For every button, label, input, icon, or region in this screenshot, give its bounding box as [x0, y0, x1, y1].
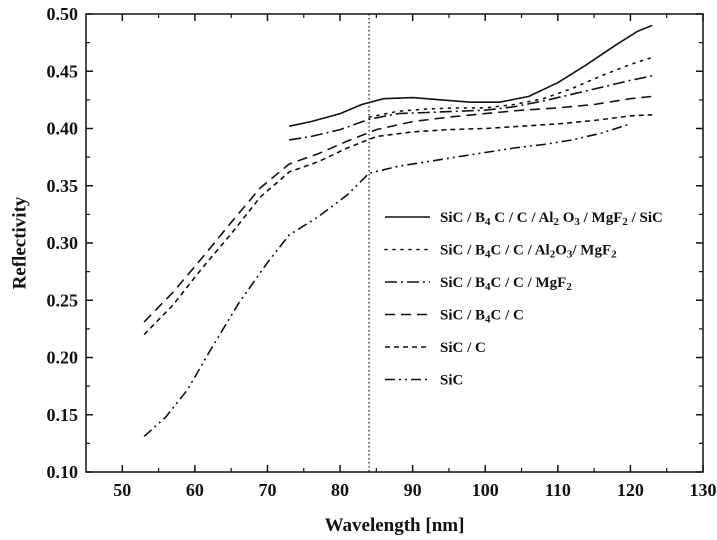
legend-label-4: SiC / B4C / C	[440, 308, 524, 326]
y-tick-label: 0.30	[47, 233, 79, 253]
y-tick-label: 0.10	[47, 462, 79, 482]
x-tick-label: 60	[186, 480, 204, 500]
x-tick-label: 120	[617, 480, 644, 500]
y-tick-label: 0.25	[47, 290, 79, 310]
y-tick-label: 0.20	[47, 348, 79, 368]
x-tick-label: 90	[404, 480, 422, 500]
x-tick-label: 100	[472, 480, 499, 500]
x-tick-label: 50	[113, 480, 131, 500]
y-tick-label: 0.45	[47, 61, 79, 81]
legend-label-5: SiC / C	[440, 340, 486, 356]
x-tick-label: 70	[258, 480, 276, 500]
y-tick-label: 0.50	[47, 4, 79, 24]
x-tick-label: 130	[690, 480, 717, 500]
x-tick-label: 80	[331, 480, 349, 500]
y-tick-label: 0.15	[47, 405, 79, 425]
y-tick-label: 0.40	[47, 119, 79, 139]
series-layer	[144, 25, 652, 436]
x-tick-label: 110	[545, 480, 571, 500]
series-line-4	[144, 96, 652, 322]
y-tick-label: 0.35	[47, 176, 79, 196]
legend-label-1: SiC / B4 C / C / Al2 O3 / MgF2 / SiC	[440, 210, 663, 228]
legend-label-3: SiC / B4C / C / MgF2	[440, 275, 572, 293]
legend: SiC / B4 C / C / Al2 O3 / MgF2 / SiC SiC …	[385, 210, 663, 389]
legend-label-2: SiC / B4C / C / Al2O3/ MgF2	[440, 243, 617, 261]
y-axis-title: Reflectivity	[10, 196, 31, 289]
series-line-2	[369, 58, 652, 118]
legend-label-6: SiC	[440, 373, 463, 389]
series-line-3	[289, 76, 652, 140]
x-axis-title: Wavelength [nm]	[325, 515, 465, 536]
